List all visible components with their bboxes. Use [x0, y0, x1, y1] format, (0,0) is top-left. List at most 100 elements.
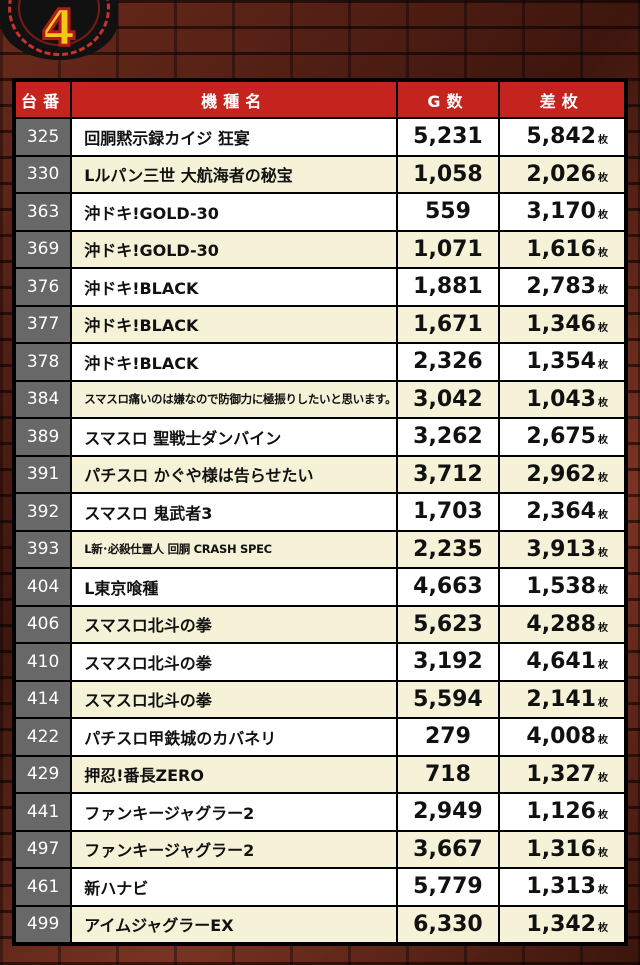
machine-name-cell: 沖ドキ!BLACK [72, 267, 399, 305]
game-count-cell: 3,712 [398, 454, 500, 492]
machine-name-cell: スマスロ北斗の拳 [72, 679, 399, 717]
coin-unit-label: 枚 [598, 922, 608, 934]
machine-name-cell: スマスロ北斗の拳 [72, 642, 399, 680]
coin-difference-value: 1,313 [526, 874, 596, 900]
rank-badge: 4 [0, 0, 118, 60]
machine-number-cell: 497 [16, 829, 73, 867]
coin-difference-cell: 1,346 枚 [499, 304, 624, 342]
table-row: 376 沖ドキ!BLACK 1,881 2,783 枚 [16, 267, 624, 305]
coin-unit-label: 枚 [598, 435, 608, 447]
coin-difference-cell: 2,675 枚 [499, 417, 624, 455]
table-row: 330 Lルパン三世 大航海者の秘宝 1,058 2,026 枚 [16, 154, 624, 192]
game-count-cell: 1,058 [398, 154, 500, 192]
coin-difference-cell: 1,342 枚 [499, 904, 624, 942]
machine-number-cell: 404 [16, 567, 73, 605]
coin-difference-cell: 1,616 枚 [499, 229, 624, 267]
machine-number-cell: 384 [16, 379, 73, 417]
table-row: 384 スマスロ痛いのは嫌なので防御力に極振りしたいと思います。 3,042 1,04… [16, 379, 624, 417]
coin-difference-cell: 2,141 枚 [499, 679, 624, 717]
game-count-cell: 5,623 [398, 604, 500, 642]
coin-difference-value: 1,342 [526, 911, 596, 937]
machine-number-cell: 377 [16, 304, 73, 342]
coin-unit-label: 枚 [598, 660, 608, 672]
table-row: 441 ファンキージャグラー2 2,949 1,126 枚 [16, 792, 624, 830]
game-count-cell: 559 [398, 192, 500, 230]
coin-difference-value: 3,913 [526, 536, 596, 562]
table-row: 378 沖ドキ!BLACK 2,326 1,354 枚 [16, 342, 624, 380]
coin-difference-value: 2,783 [526, 274, 596, 300]
machine-name-cell: ファンキージャグラー2 [72, 829, 399, 867]
machine-name-cell: 沖ドキ!BLACK [72, 304, 399, 342]
coin-difference-value: 1,126 [526, 799, 596, 825]
header-machine-number: 台番 [16, 82, 73, 117]
table-row: 325 回胴黙示録カイジ 狂宴 5,231 5,842 枚 [16, 117, 624, 155]
coin-unit-label: 枚 [598, 285, 608, 297]
machine-name-cell: アイムジャグラーEX [72, 904, 399, 942]
coin-difference-value: 2,026 [526, 161, 596, 187]
machine-number-cell: 325 [16, 117, 73, 155]
coin-difference-cell: 1,313 枚 [499, 867, 624, 905]
table-header-row: 台番 機種名 G数 差枚 [16, 82, 624, 117]
table-row: 363 沖ドキ!GOLD-30 559 3,170 枚 [16, 192, 624, 230]
machine-name-cell: L新･必殺仕置人 回胴 CRASH SPEC [72, 529, 399, 567]
game-count-cell: 2,949 [398, 792, 500, 830]
game-count-cell: 5,231 [398, 117, 500, 155]
coin-unit-label: 枚 [598, 322, 608, 334]
coin-difference-value: 2,962 [526, 461, 596, 487]
coin-difference-value: 3,170 [526, 199, 596, 225]
coin-difference-cell: 2,364 枚 [499, 492, 624, 530]
coin-difference-value: 2,141 [526, 686, 596, 712]
coin-difference-value: 1,538 [526, 574, 596, 600]
table-row: 369 沖ドキ!GOLD-30 1,071 1,616 枚 [16, 229, 624, 267]
header-machine-name: 機種名 [72, 82, 399, 117]
rank-number: 4 [40, 0, 78, 57]
machine-name-cell: L東京喰種 [72, 567, 399, 605]
coin-unit-label: 枚 [598, 735, 608, 747]
machine-number-cell: 461 [16, 867, 73, 905]
coin-unit-label: 枚 [598, 772, 608, 784]
machine-number-cell: 414 [16, 679, 73, 717]
machine-number-cell: 393 [16, 529, 73, 567]
coin-difference-value: 1,316 [526, 836, 596, 862]
coin-difference-cell: 1,354 枚 [499, 342, 624, 380]
game-count-cell: 2,326 [398, 342, 500, 380]
game-count-cell: 3,667 [398, 829, 500, 867]
game-count-cell: 1,703 [398, 492, 500, 530]
coin-unit-label: 枚 [598, 397, 608, 409]
game-count-cell: 3,042 [398, 379, 500, 417]
machine-number-cell: 369 [16, 229, 73, 267]
coin-difference-value: 1,346 [526, 311, 596, 337]
coin-unit-label: 枚 [598, 247, 608, 259]
coin-difference-value: 2,675 [526, 424, 596, 450]
table-row: 499 アイムジャグラーEX 6,330 1,342 枚 [16, 904, 624, 942]
machine-name-cell: パチスロ かぐや様は告らせたい [72, 454, 399, 492]
machine-name-cell: Lルパン三世 大航海者の秘宝 [72, 154, 399, 192]
coin-difference-cell: 3,913 枚 [499, 529, 624, 567]
machine-name-cell: 押忍!番長ZERO [72, 754, 399, 792]
coin-difference-cell: 1,327 枚 [499, 754, 624, 792]
table-row: 389 スマスロ 聖戦士ダンバイン 3,262 2,675 枚 [16, 417, 624, 455]
machine-number-cell: 378 [16, 342, 73, 380]
coin-difference-cell: 4,288 枚 [499, 604, 624, 642]
table-row: 393 L新･必殺仕置人 回胴 CRASH SPEC 2,235 3,913 枚 [16, 529, 624, 567]
coin-difference-value: 2,364 [526, 499, 596, 525]
coin-difference-value: 1,354 [526, 349, 596, 375]
machine-number-cell: 330 [16, 154, 73, 192]
machine-number-cell: 392 [16, 492, 73, 530]
game-count-cell: 718 [398, 754, 500, 792]
coin-difference-cell: 1,043 枚 [499, 379, 624, 417]
machine-name-cell: スマスロ痛いのは嫌なので防御力に極振りしたいと思います。 [72, 379, 399, 417]
machine-number-cell: 391 [16, 454, 73, 492]
table-row: 391 パチスロ かぐや様は告らせたい 3,712 2,962 枚 [16, 454, 624, 492]
coin-unit-label: 枚 [598, 847, 608, 859]
coin-difference-value: 1,616 [526, 236, 596, 262]
results-panel: 台番 機種名 G数 差枚 325 回胴黙示録カイジ 狂宴 5,231 5,842 枚 33… [12, 78, 628, 946]
game-count-cell: 1,881 [398, 267, 500, 305]
coin-difference-cell: 1,126 枚 [499, 792, 624, 830]
game-count-cell: 6,330 [398, 904, 500, 942]
machine-number-cell: 406 [16, 604, 73, 642]
machine-number-cell: 441 [16, 792, 73, 830]
table-row: 404 L東京喰種 4,663 1,538 枚 [16, 567, 624, 605]
coin-unit-label: 枚 [598, 697, 608, 709]
coin-difference-value: 5,842 [526, 124, 596, 150]
